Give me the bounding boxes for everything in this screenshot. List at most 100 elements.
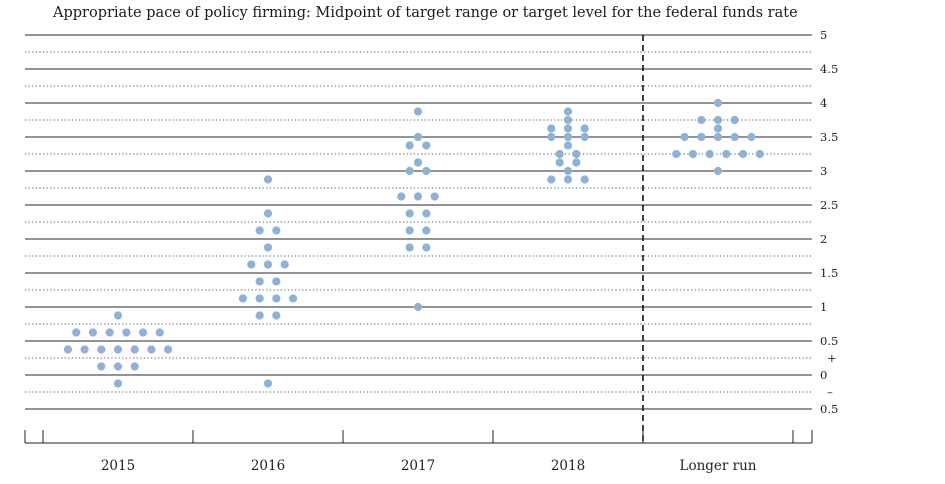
data-point [263, 209, 273, 218]
x-category-label: 2015 [101, 458, 135, 474]
data-point [697, 132, 706, 142]
y-tick-label: 0.5 [820, 402, 838, 416]
data-point [272, 277, 281, 286]
data-point [572, 149, 581, 159]
data-point [263, 243, 273, 252]
data-point [405, 243, 414, 252]
data-point [413, 192, 423, 201]
data-point [413, 158, 423, 167]
chart-title: Appropriate pace of policy firming: Midp… [53, 5, 798, 21]
data-point [147, 345, 156, 354]
y-tick-label: 1.5 [820, 266, 838, 280]
x-category-label: Longer run [679, 458, 756, 474]
data-point [713, 132, 723, 142]
data-point [730, 132, 739, 142]
y-tick-label: 4 [820, 96, 827, 110]
data-point [563, 166, 573, 176]
data-point [713, 98, 723, 108]
y-tick-label: 1 [820, 300, 827, 314]
data-point [272, 294, 281, 303]
data-point [580, 132, 589, 142]
data-point [155, 328, 164, 337]
data-point [405, 141, 414, 150]
data-point [405, 209, 414, 218]
data-point [572, 158, 581, 167]
data-point [730, 115, 739, 125]
data-point [680, 132, 689, 142]
data-point [413, 107, 423, 116]
data-point [705, 149, 714, 159]
data-point [280, 260, 289, 269]
data-point [713, 166, 723, 176]
data-point [547, 124, 556, 133]
data-point [555, 149, 564, 159]
x-category-label: 2017 [401, 458, 435, 474]
data-point [255, 311, 264, 320]
data-point [80, 345, 89, 354]
data-point [563, 107, 573, 116]
data-point [105, 328, 114, 337]
data-point [263, 175, 273, 184]
data-point [138, 328, 148, 337]
data-point [580, 175, 589, 184]
data-point [555, 158, 564, 167]
data-point [672, 149, 681, 159]
data-point [422, 166, 431, 176]
y-tick-label: 3 [820, 164, 827, 178]
data-point [405, 166, 414, 176]
data-point [697, 115, 706, 125]
data-point [263, 260, 273, 269]
data-point [747, 132, 756, 142]
data-point [255, 226, 264, 235]
data-point [397, 192, 406, 201]
data-point [113, 345, 123, 354]
data-point [113, 379, 123, 388]
data-point [547, 175, 556, 184]
data-point [113, 362, 123, 371]
y-tick-label: 3.5 [820, 130, 838, 144]
data-point [130, 362, 139, 371]
data-point [97, 345, 106, 354]
data-point [688, 149, 698, 159]
y-tick-label: 2.5 [820, 198, 838, 212]
y-tick-label: 0.5 [820, 334, 838, 348]
data-point [238, 294, 248, 303]
data-point [272, 226, 281, 235]
data-point [430, 192, 439, 201]
data-point [272, 311, 281, 320]
data-point [255, 277, 264, 286]
y-tick-label: 5 [820, 28, 827, 42]
data-point [713, 115, 723, 125]
data-point [713, 124, 723, 133]
data-point [563, 132, 573, 142]
data-point [113, 311, 123, 320]
y-tick-label: 4.5 [820, 62, 838, 76]
data-point [422, 226, 431, 235]
x-category-label: 2018 [551, 458, 585, 474]
data-point [422, 141, 431, 150]
data-point [580, 124, 589, 133]
data-point [88, 328, 98, 337]
data-point [563, 124, 573, 133]
data-point [738, 149, 748, 159]
data-point [130, 345, 139, 354]
data-point [63, 345, 72, 354]
y-tick-label: 2 [820, 232, 827, 246]
data-point [563, 175, 573, 184]
data-point [413, 302, 423, 312]
data-point [263, 379, 273, 388]
y-sign-plus: + [827, 351, 837, 365]
data-point [164, 345, 173, 354]
data-point [722, 149, 731, 159]
y-tick-label: 0 [820, 368, 827, 382]
data-point [122, 328, 131, 337]
data-point [547, 132, 556, 142]
data-point [255, 294, 264, 303]
data-point [413, 132, 423, 142]
y-sign-minus: – [827, 385, 833, 399]
data-point [247, 260, 256, 269]
data-point [288, 294, 298, 303]
data-point [405, 226, 414, 235]
data-point [97, 362, 106, 371]
